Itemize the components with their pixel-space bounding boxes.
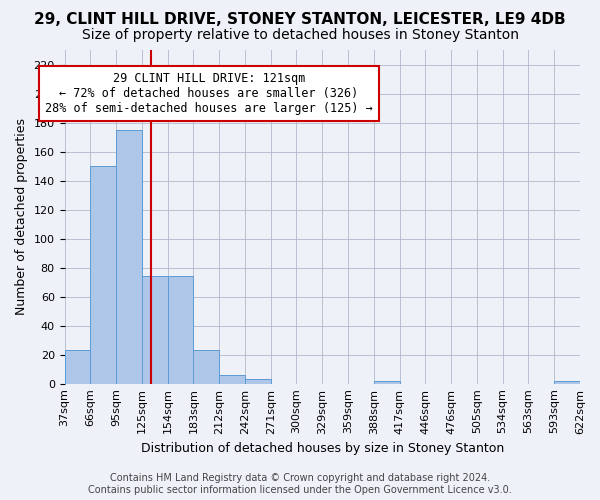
- Bar: [65, 350, 91, 384]
- Bar: [142, 276, 167, 384]
- Bar: [91, 166, 116, 384]
- Bar: [193, 350, 219, 384]
- Bar: [374, 381, 400, 384]
- X-axis label: Distribution of detached houses by size in Stoney Stanton: Distribution of detached houses by size …: [140, 442, 504, 455]
- Text: Contains HM Land Registry data © Crown copyright and database right 2024.
Contai: Contains HM Land Registry data © Crown c…: [88, 474, 512, 495]
- Text: Size of property relative to detached houses in Stoney Stanton: Size of property relative to detached ho…: [82, 28, 518, 42]
- Text: 29 CLINT HILL DRIVE: 121sqm
← 72% of detached houses are smaller (326)
28% of se: 29 CLINT HILL DRIVE: 121sqm ← 72% of det…: [45, 72, 373, 115]
- Bar: [245, 380, 271, 384]
- Bar: [554, 381, 580, 384]
- Bar: [167, 276, 193, 384]
- Bar: [219, 375, 245, 384]
- Bar: [116, 130, 142, 384]
- Y-axis label: Number of detached properties: Number of detached properties: [15, 118, 28, 316]
- Text: 29, CLINT HILL DRIVE, STONEY STANTON, LEICESTER, LE9 4DB: 29, CLINT HILL DRIVE, STONEY STANTON, LE…: [34, 12, 566, 28]
